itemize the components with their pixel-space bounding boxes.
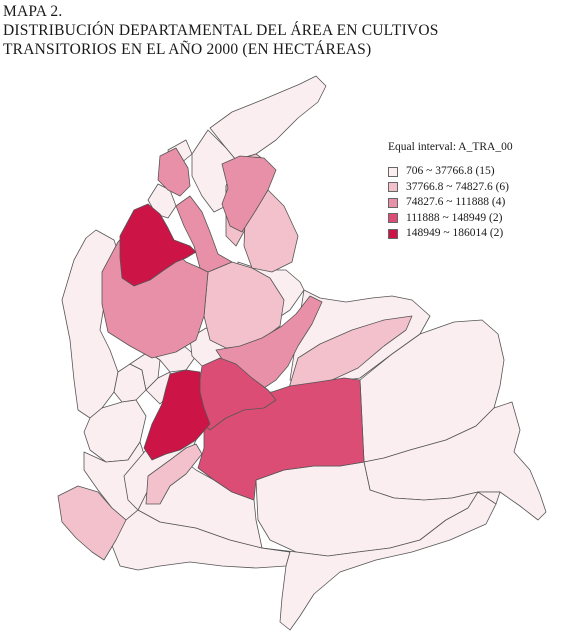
department-bolivar <box>175 195 233 273</box>
legend-label: 37766.8 ~ 74827.6 (6) <box>406 180 510 193</box>
legend-label: 111888 ~ 148949 (2) <box>406 211 503 224</box>
legend-title: Equal interval: A_TRA_00 <box>388 141 513 153</box>
department-narino <box>57 485 127 561</box>
legend-swatch <box>388 182 398 192</box>
legend-label: 148949 ~ 186014 (2) <box>406 227 504 239</box>
department-huila <box>145 443 203 505</box>
legend-item: 74827.6 ~ 111888 (4) <box>388 195 568 210</box>
legend-swatch <box>388 213 398 223</box>
map-title: MAPA 2. DISTRIBUCIÓN DEPARTAMENTAL DEL Á… <box>3 2 563 59</box>
map-title-line-3: TRANSITORIOS EN EL AÑO 2000 (EN HECTÁREA… <box>3 41 372 58</box>
legend-swatch <box>388 197 398 208</box>
department-magdalena-south <box>157 147 191 197</box>
legend-label: 706 ~ 37766.8 (15) <box>406 165 495 177</box>
map-title-line-2: DISTRIBUCIÓN DEPARTAMENTAL DEL ÁREA EN C… <box>3 22 439 39</box>
map-title-line-1: MAPA 2. <box>3 3 63 20</box>
legend-swatch <box>388 228 398 239</box>
department-tolima-dark <box>143 369 211 461</box>
legend-swatch <box>388 166 398 177</box>
map-legend: Equal interval: A_TRA_00 706 ~ 37766.8 (… <box>388 140 568 242</box>
department-la-guajira <box>209 75 327 161</box>
legend-item: 706 ~ 37766.8 (15) <box>388 164 568 179</box>
legend-label: 74827.6 ~ 111888 (4) <box>406 196 506 208</box>
department-amazonas <box>261 491 497 631</box>
legend-item: 111888 ~ 148949 (2) <box>388 211 568 226</box>
legend-item: 148949 ~ 186014 (2) <box>388 226 568 241</box>
department-boyaca <box>221 155 277 233</box>
department-bolivar-sur <box>119 203 197 287</box>
legend-item: 37766.8 ~ 74827.6 (6) <box>388 180 568 195</box>
